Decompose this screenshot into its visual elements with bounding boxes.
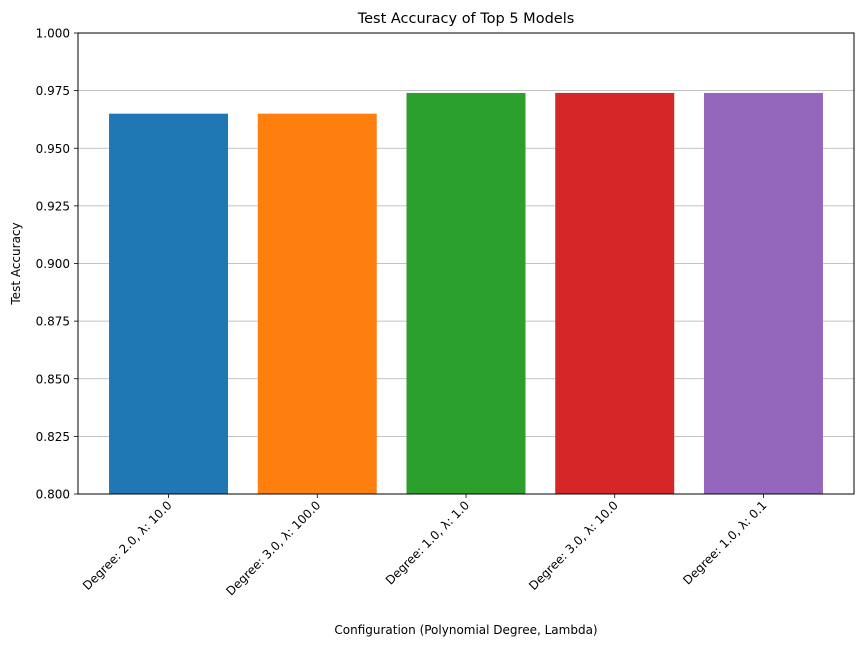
x-axis: Degree: 2.0, λ: 10.0 Degree: 3.0, λ: 100.… (80, 494, 770, 598)
chart-title: Test Accuracy of Top 5 Models (357, 11, 575, 27)
y-tick-label: 0.875 (36, 315, 70, 329)
bar (109, 113, 229, 495)
y-tick-label: 0.800 (36, 488, 70, 502)
y-axis-label: Test Accuracy (9, 222, 23, 305)
y-tick-label: 0.900 (36, 257, 70, 271)
bar (555, 92, 675, 495)
y-axis: 0.800 0.825 0.850 0.875 0.900 0.925 0.950 0.975… (36, 27, 78, 502)
plot-frame (77, 32, 855, 495)
x-tick-label: Degree: 2.0, λ: 10.0 (80, 498, 175, 593)
y-tick-label: 0.925 (36, 199, 70, 213)
x-tick-label: Degree: 1.0, λ: 1.0 (383, 498, 472, 587)
x-axis-label: Configuration (Polynomial Degree, Lambda… (334, 623, 597, 637)
y-tick-label: 0.950 (36, 142, 70, 156)
x-tick-label: Degree: 3.0, λ: 100.0 (223, 498, 323, 598)
bar (257, 113, 377, 495)
y-tick-label: 1.000 (36, 27, 70, 41)
bar (703, 92, 823, 495)
y-tick-label: 0.850 (36, 372, 70, 386)
bars (109, 92, 823, 495)
y-tick-label: 0.975 (36, 84, 70, 98)
y-tick-label: 0.825 (36, 430, 70, 444)
x-tick-label: Degree: 1.0, λ: 0.1 (680, 498, 769, 587)
bar (406, 92, 526, 495)
x-tick-label: Degree: 3.0, λ: 10.0 (526, 498, 621, 593)
